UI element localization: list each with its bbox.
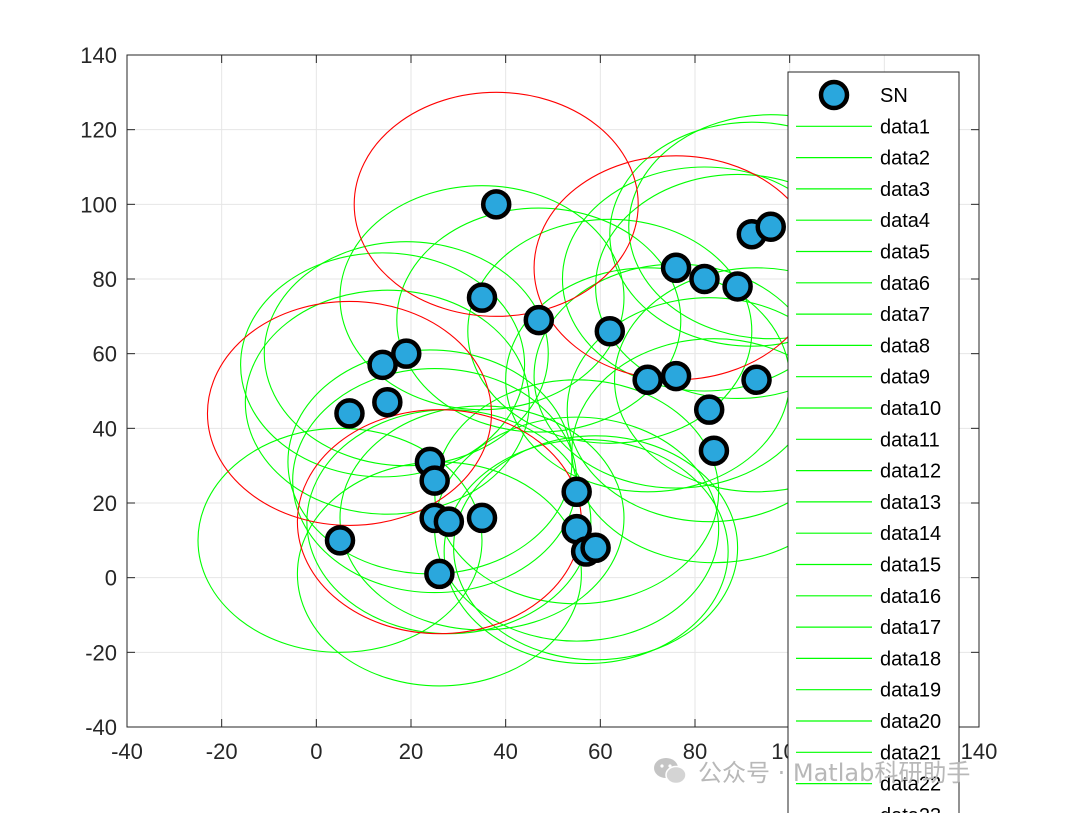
legend-label: data5 [880, 242, 930, 264]
legend-label: data20 [880, 711, 941, 733]
legend-label: data15 [880, 555, 941, 577]
y-tick-label: -40 [85, 715, 117, 740]
legend-label: data11 [880, 429, 940, 451]
y-tick-label: 120 [80, 118, 117, 143]
legend-label: data2 [880, 148, 930, 170]
legend-label: data8 [880, 335, 930, 357]
legend-label: data22 [880, 774, 941, 796]
legend-label: data21 [880, 742, 941, 764]
sensor-node-point [561, 476, 592, 508]
sensor-node-point [466, 502, 498, 534]
sensor-node-point [433, 506, 465, 537]
sensor-node-point [580, 532, 611, 564]
coverage-circle-green [339, 185, 625, 411]
y-tick-label: 100 [80, 192, 117, 217]
coverage-circle-green [339, 405, 625, 631]
sensor-node-point [324, 525, 356, 556]
y-tick-label: 60 [93, 342, 117, 367]
sensor-node-point [424, 558, 455, 590]
legend-label: data19 [880, 680, 941, 702]
sensor-node-point [722, 271, 753, 302]
x-tick-label: -20 [206, 739, 238, 764]
sensor-node-point [755, 211, 786, 242]
y-tick-label: -20 [85, 640, 117, 665]
wechat-icon [654, 758, 687, 785]
y-tick-label: 0 [105, 566, 117, 591]
legend-label: data16 [880, 586, 941, 608]
legend-label: SN [880, 85, 908, 107]
legend-label: data10 [880, 398, 941, 420]
legend-label: data9 [880, 367, 930, 389]
x-tick-label: 40 [493, 739, 517, 764]
x-tick-label: 140 [961, 739, 998, 764]
legend-label: data13 [880, 492, 941, 514]
x-tick-label: -40 [111, 739, 143, 764]
x-tick-label: 60 [588, 739, 612, 764]
watermark-text: 公众号 · Matlab科研助手 [698, 759, 970, 787]
coverage-circle-green [197, 427, 483, 653]
legend-marker-sn [818, 79, 850, 111]
y-tick-label: 80 [93, 267, 117, 292]
legend: SN data1 data2 data3 data4 data5 data6 data7 dat… [787, 71, 960, 813]
sensor-node-point [741, 364, 772, 396]
coverage-circle-red [353, 91, 639, 317]
sensor-nodes [324, 189, 786, 590]
legend-label: data7 [880, 304, 930, 326]
sensor-node-point [391, 338, 422, 369]
coverage-circle-green [240, 252, 526, 478]
x-tick-label: 20 [399, 739, 423, 764]
sensor-node-point [689, 263, 720, 295]
sensor-node-point [632, 364, 663, 396]
sensor-node-point [594, 316, 626, 347]
x-tick-label: 80 [683, 739, 707, 764]
legend-label: data3 [880, 179, 930, 201]
watermark: 公众号 · Matlab科研助手 [654, 758, 970, 787]
coverage-circle-green [244, 289, 530, 515]
sensor-node-point [698, 435, 730, 466]
sensor-node-point [660, 252, 692, 284]
y-tick-label: 140 [80, 43, 117, 68]
legend-label: data4 [880, 210, 930, 232]
y-tick-label: 40 [93, 416, 117, 441]
coverage-circle-red [206, 300, 493, 526]
sensor-node-point [367, 349, 398, 381]
sensor-node-point [693, 394, 725, 425]
sensor-node-point [334, 398, 365, 429]
sensor-node-point [372, 386, 403, 418]
coverage-circle-green [443, 438, 729, 665]
sensor-node-point [523, 304, 555, 336]
sensor-node-point [660, 360, 692, 392]
sensor-node-point [480, 189, 512, 220]
coverage-circle-green [453, 435, 739, 661]
sensor-node-point [466, 282, 498, 313]
legend-label: data18 [880, 648, 941, 670]
legend-label: data17 [880, 617, 941, 639]
axes-box [126, 54, 980, 728]
x-tick-label: 0 [310, 739, 322, 764]
legend-label: data6 [880, 273, 930, 295]
coverage-circle-green [467, 218, 753, 444]
coverage-circle-green [263, 241, 549, 467]
legend-label: data1 [880, 116, 930, 138]
sensor-node-point [419, 465, 450, 496]
y-tick-label: 20 [93, 491, 117, 516]
legend-label: data12 [880, 461, 941, 483]
coverage-circle-green [396, 207, 682, 433]
legend-label: data23 [880, 805, 941, 813]
legend-label: data14 [880, 523, 941, 545]
